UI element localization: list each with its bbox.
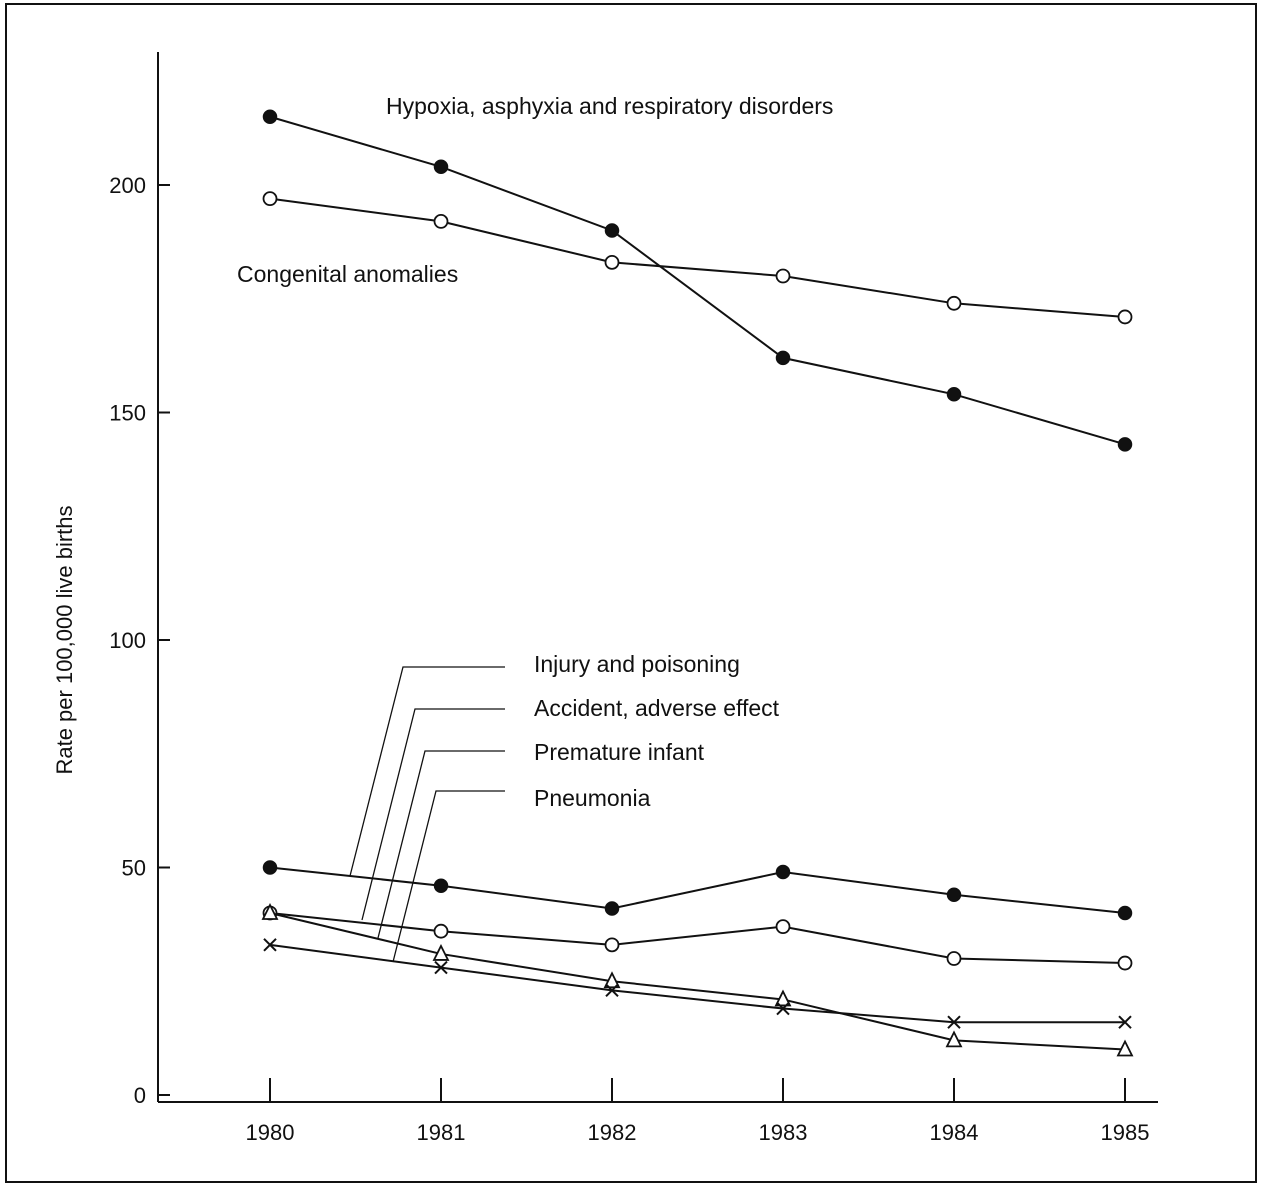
data-point (946, 951, 962, 966)
x-tick-label: 1985 (1101, 1120, 1150, 1145)
data-point (1117, 955, 1133, 971)
data-point (946, 387, 962, 402)
cross-stroke (605, 983, 619, 998)
cross-stroke (263, 938, 277, 952)
figure-border (5, 3, 1257, 1183)
data-point (947, 1015, 961, 1029)
series-group (262, 109, 1133, 452)
y-tick-label: 100 (109, 628, 146, 653)
data-point (433, 159, 449, 175)
series-line (269, 866, 1126, 914)
x-axis-ticks: 1980 1981 1982 1983 1984 1985 (246, 1078, 1150, 1145)
data-point (603, 971, 621, 989)
data-point (605, 983, 619, 998)
y-tick-label: 200 (109, 173, 146, 198)
data-point (434, 960, 448, 975)
x-tick-label: 1981 (417, 1120, 466, 1145)
data-point (433, 923, 449, 939)
data-point (604, 223, 620, 238)
leader-line-accident (361, 708, 505, 921)
leader-line-injury (349, 666, 505, 877)
series-layer (261, 109, 1134, 1057)
series-group (262, 191, 1133, 325)
data-point (604, 937, 620, 953)
data-point (1117, 905, 1133, 921)
data-point (1116, 1039, 1134, 1057)
series-line (269, 943, 1125, 1024)
y-axis-title: Rate per 100,000 live births (52, 505, 77, 774)
data-point (433, 878, 449, 893)
data-point (946, 295, 962, 311)
leader-line-pneumonia (392, 790, 505, 963)
data-point (945, 1030, 963, 1048)
leader-line-premature (377, 750, 505, 939)
data-point (604, 254, 620, 270)
x-tick-label: 1982 (588, 1120, 637, 1145)
data-point (775, 864, 791, 880)
data-point (946, 887, 962, 903)
series-line (269, 912, 1126, 1051)
cross-stroke (434, 960, 448, 975)
series-line (269, 115, 1126, 446)
data-point (262, 109, 278, 124)
data-point (776, 1001, 790, 1016)
series-group (263, 938, 1132, 1029)
cross-stroke (947, 1015, 961, 1029)
cross-stroke (1118, 1015, 1132, 1029)
data-point (261, 902, 279, 920)
y-tick-label: 150 (109, 401, 146, 426)
data-point (433, 213, 449, 229)
data-point (775, 919, 791, 935)
data-point (262, 860, 278, 875)
series-line (269, 197, 1126, 318)
series-group (261, 902, 1134, 1057)
series-group (262, 905, 1133, 971)
series-label-congenital: Congenital anomalies (237, 261, 458, 287)
data-point (775, 350, 791, 366)
cross-stroke (776, 1001, 790, 1016)
data-point (432, 943, 450, 961)
data-point (1117, 309, 1133, 325)
data-point (775, 268, 791, 284)
x-tick-label: 1984 (930, 1120, 979, 1145)
x-tick-label: 1983 (759, 1120, 808, 1145)
data-point (774, 989, 792, 1007)
series-label-premature: Premature infant (534, 739, 705, 765)
series-group (262, 860, 1133, 921)
series-line (269, 912, 1126, 965)
series-label-injury: Injury and poisoning (534, 651, 740, 677)
data-point (604, 901, 620, 916)
series-label-hypoxia: Hypoxia, asphyxia and respiratory disord… (386, 93, 833, 119)
y-axis-ticks: 0 50 100 150 200 (109, 173, 170, 1108)
series-label-accident: Accident, adverse effect (534, 695, 780, 721)
y-tick-label: 0 (134, 1083, 146, 1108)
x-tick-label: 1980 (246, 1120, 295, 1145)
y-tick-label: 50 (122, 856, 146, 881)
data-point (1117, 437, 1133, 452)
data-point (1118, 1015, 1132, 1029)
data-point (262, 191, 278, 207)
series-label-pneumonia: Pneumonia (534, 785, 651, 811)
data-point (263, 938, 277, 952)
